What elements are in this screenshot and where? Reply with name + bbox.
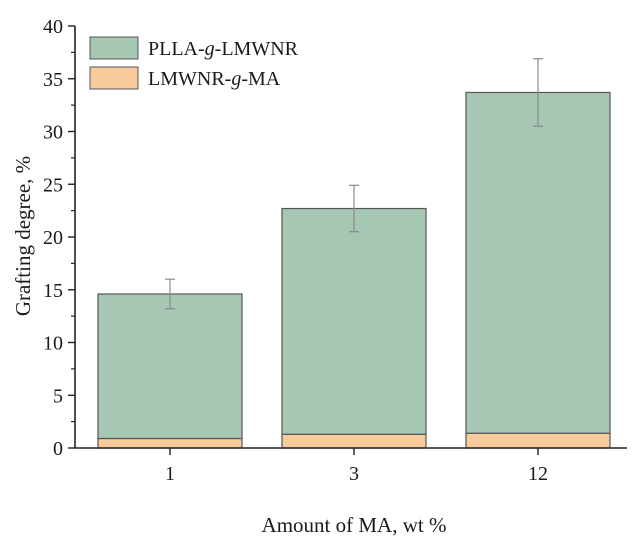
bar-segment-lmwnr-g-ma-3	[281, 433, 427, 449]
x-axis-title: Amount of MA, wt %	[262, 513, 447, 537]
bar-segment-lmwnr-g-ma-1	[97, 437, 243, 449]
bar-segment-plla-g-lmwnr-12	[465, 91, 611, 434]
y-tick-label-15: 15	[43, 280, 63, 302]
y-tick-label-25: 25	[43, 174, 63, 196]
legend: PLLA-g-LMWNR LMWNR-g-MA	[89, 36, 299, 90]
y-tick-label-20: 20	[43, 227, 63, 249]
x-tick-label-1: 1	[165, 463, 175, 485]
y-tick-label-5: 5	[53, 385, 63, 407]
plot-area	[97, 58, 611, 449]
y-tick-label-30: 30	[43, 122, 63, 144]
bar-segment-plla-g-lmwnr-1	[97, 293, 243, 440]
y-tick-label-40: 40	[43, 16, 63, 38]
x-tick-label-12: 12	[528, 463, 548, 485]
bar-segment-lmwnr-g-ma-12	[465, 432, 611, 449]
y-tick-label-10: 10	[43, 333, 63, 355]
bar-segment-plla-g-lmwnr-3	[281, 207, 427, 435]
y-tick-label-35: 35	[43, 69, 63, 91]
legend-label-plla-g-lmwnr: PLLA-g-LMWNR	[148, 38, 299, 60]
legend-label-lmwnr-g-ma: LMWNR-g-MA	[148, 68, 281, 90]
x-tick-label-3: 3	[349, 463, 359, 485]
legend-swatch-plla-g-lmwnr	[89, 36, 139, 60]
y-tick-label-0: 0	[53, 438, 63, 460]
axes: 0 5 10 15 20 25 30 35 40 1 3 12	[43, 16, 627, 485]
legend-swatch-lmwnr-g-ma	[89, 66, 139, 90]
y-axis-title: Grafting degree, %	[11, 156, 35, 316]
